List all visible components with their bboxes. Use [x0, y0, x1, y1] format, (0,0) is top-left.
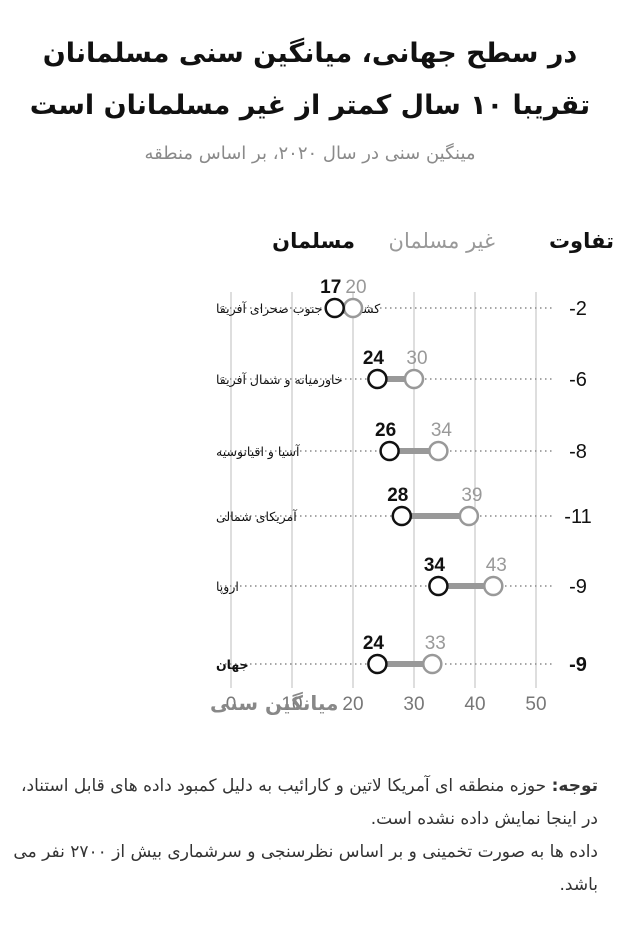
difference-value: -9: [569, 654, 587, 676]
non-muslim-value-label: 34: [431, 420, 453, 441]
note-1: توجه: حوزه منطقه ای آمریکا لاتین و کارائ…: [8, 770, 598, 836]
x-tick-label-30: 30: [403, 694, 424, 715]
muslim-point: [428, 575, 449, 597]
non-muslim-point: [403, 368, 425, 390]
category-label: آسیا و اقیانوسیه: [216, 444, 300, 460]
difference-value: -8: [569, 441, 587, 463]
non-muslim-point: [458, 505, 480, 527]
category-label: جهان: [216, 657, 249, 672]
chart-title: در سطح جهانی، میانگین سنی مسلمانان تقریب…: [20, 28, 600, 132]
difference-value: -6: [569, 369, 587, 391]
difference-value: -9: [569, 576, 587, 598]
muslim-point: [379, 440, 400, 462]
note-1-text: حوزه منطقه ای آمریکا لاتین و کارائیب به …: [21, 776, 598, 829]
x-axis-label: میانگین سنی: [210, 691, 338, 715]
chart-notes: توجه: حوزه منطقه ای آمریکا لاتین و کارائ…: [8, 770, 598, 902]
muslim-point: [391, 505, 413, 527]
difference-value: -2: [569, 298, 587, 320]
category-label: خاورمیانه و شمال آفریقا: [216, 372, 343, 388]
category-label: آمریکای شمالی: [216, 509, 297, 525]
chart-subtitle: مینگین سنی در سال ۲۰۲۰، بر اساس منطقه: [144, 143, 476, 164]
x-tick-label-40: 40: [464, 694, 485, 715]
muslim-value-label: 24: [363, 348, 385, 369]
difference-value: -11: [564, 506, 591, 528]
non-muslim-point: [428, 440, 449, 462]
note-2: داده ها به صورت تخمینی و بر اساس نظرسنجی…: [13, 842, 598, 895]
non-muslim-value-label: 20: [345, 277, 366, 298]
muslim-value-label: 24: [363, 633, 385, 654]
x-tick-label-20: 20: [342, 694, 363, 715]
non-muslim-value-label: 30: [406, 348, 427, 369]
muslim-value-label: 26: [375, 420, 396, 441]
category-label: اروپا: [216, 579, 239, 595]
non-muslim-point: [422, 653, 443, 675]
x-tick-label-50: 50: [525, 694, 546, 715]
x-tick-label-10: 10: [281, 694, 302, 715]
note-label: توجه:: [551, 776, 598, 796]
x-tick-label-0: 0: [226, 694, 237, 715]
muslim-point: [367, 653, 388, 675]
muslim-value-label: 17: [320, 277, 341, 298]
non-muslim-value-label: 39: [461, 485, 482, 506]
muslim-point: [324, 297, 345, 319]
muslim-value-label: 34: [424, 555, 446, 576]
chart-title-line-1: در سطح جهانی، میانگین سنی مسلمانان: [42, 38, 578, 69]
non-muslim-value-label: 43: [486, 555, 507, 576]
chart-title-line-2: تقریبا ۱۰ سال کمتر از غیر مسلمانان است: [29, 90, 591, 121]
non-muslim-value-label: 33: [425, 633, 446, 654]
non-muslim-point: [342, 297, 364, 319]
muslim-value-label: 28: [387, 485, 408, 506]
non-muslim-point: [483, 575, 504, 597]
muslim-point: [367, 368, 388, 390]
